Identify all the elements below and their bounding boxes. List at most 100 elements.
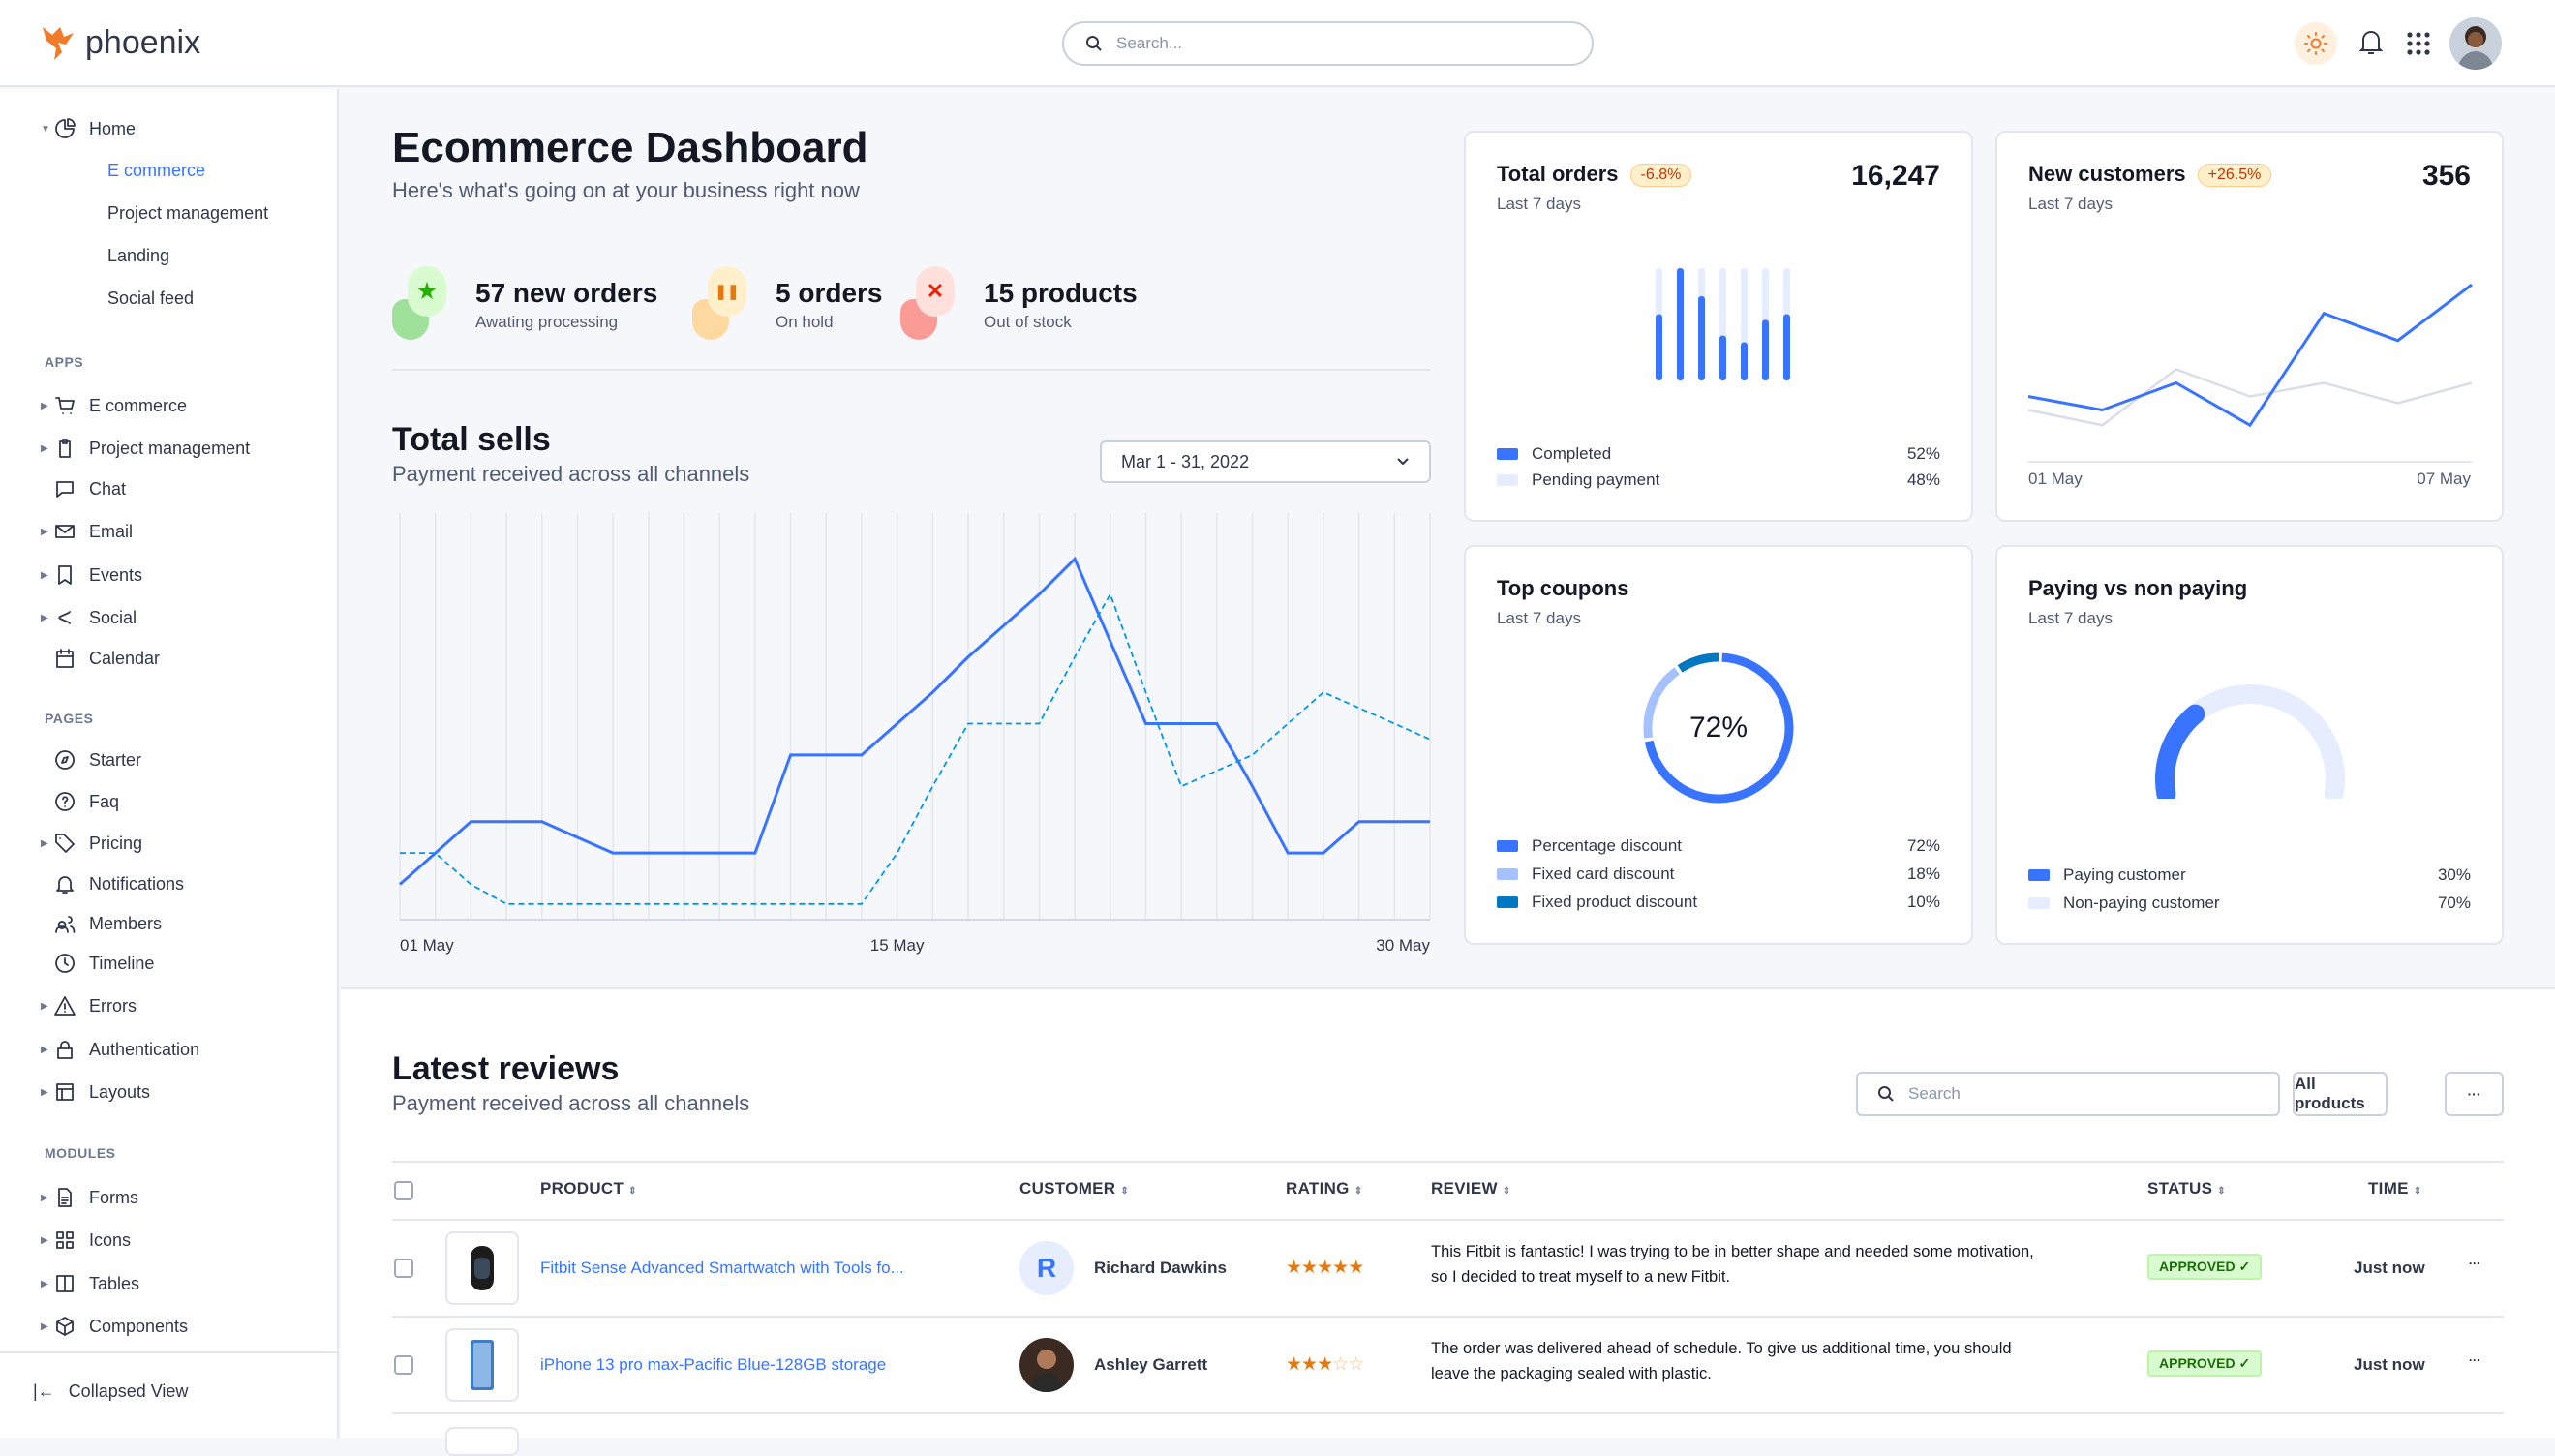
smartwatch-image[interactable] [445, 1231, 519, 1305]
sidebar-item-forms[interactable]: ▶ Forms [0, 1181, 329, 1214]
column-header-label: RATING [1286, 1179, 1350, 1198]
collapsed-view-button[interactable]: |← Collapsed View [33, 1381, 188, 1402]
customer-name[interactable]: Ashley Garrett [1094, 1355, 1208, 1374]
notifications-button[interactable] [2358, 29, 2384, 61]
apps-button[interactable] [2407, 32, 2430, 60]
date-range-value: Mar 1 - 31, 2022 [1121, 451, 1250, 471]
page-subtitle: Here's what's going on at your business … [392, 178, 860, 202]
sidebar-item-components[interactable]: ▶ Components [0, 1310, 329, 1343]
caret-right-icon: ▶ [41, 442, 48, 454]
users-icon [55, 916, 76, 933]
more-options-button[interactable]: ··· [2445, 1072, 2504, 1116]
star-filled-icon: ★ [1301, 1354, 1318, 1375]
row-checkbox[interactable] [394, 1259, 413, 1278]
sun-icon [2304, 32, 2327, 55]
sidebar-item-e-commerce[interactable]: ▶ E commerce [0, 389, 329, 422]
legend-item: Fixed product discount 10% [1497, 891, 1940, 914]
phone-image[interactable] [445, 1328, 519, 1402]
row-actions-button[interactable]: ··· [2469, 1353, 2480, 1367]
paying-gauge-chart [2155, 684, 2345, 799]
row-checkbox[interactable] [394, 1355, 413, 1375]
column-header-product[interactable]: PRODUCT ⇕ [540, 1179, 637, 1198]
stat-item: ★ 57 new orders Awating processing [392, 266, 657, 344]
all-products-button[interactable]: All products [2293, 1072, 2388, 1116]
total-orders-badge: -6.8% [1629, 164, 1692, 188]
sidebar-item-members[interactable]: Members [0, 907, 329, 940]
bar [1677, 268, 1684, 380]
sidebar-item-events[interactable]: ▶ Events [0, 559, 329, 592]
theme-toggle-button[interactable] [2295, 22, 2337, 65]
logo[interactable]: phoenix [39, 23, 200, 62]
product-link[interactable]: Fitbit Sense Advanced Smartwatch with To… [540, 1259, 904, 1277]
sidebar-item-timeline[interactable]: Timeline [0, 947, 329, 980]
sidebar-divider [0, 1351, 339, 1353]
tag-icon [55, 834, 75, 853]
legend-label: Paying customer [2063, 865, 2186, 884]
row-divider [392, 1316, 2504, 1318]
customer-name[interactable]: Richard Dawkins [1094, 1259, 1227, 1277]
sidebar-item-project-management[interactable]: ▶ Project management [0, 432, 329, 465]
top-navbar: phoenix Search... [0, 0, 2555, 87]
rating-stars: ★★★★★ [1286, 1257, 1364, 1279]
sidebar-subitem-social-feed[interactable]: Social feed [107, 288, 195, 308]
legend-swatch [1497, 896, 1518, 908]
select-all-checkbox[interactable] [394, 1181, 413, 1200]
global-search-input[interactable]: Search... [1062, 21, 1594, 66]
sidebar-item-pricing[interactable]: ▶ Pricing [0, 827, 329, 860]
legend-item: Non-paying customer 70% [2028, 892, 2471, 915]
sidebar-item-chat[interactable]: Chat [0, 472, 329, 505]
pause-icon: ❚❚ [708, 266, 746, 317]
sidebar-item-email[interactable]: ▶ Email [0, 515, 329, 548]
sort-icon: ⇕ [1502, 1186, 1511, 1197]
column-header-rating[interactable]: RATING ⇕ [1286, 1179, 1362, 1198]
reviews-subtitle: Payment received across all channels [392, 1091, 750, 1115]
column-header-status[interactable]: STATUS ⇕ [2147, 1179, 2226, 1198]
total-orders-bar-chart [1656, 268, 1790, 380]
sidebar-item-layouts[interactable]: ▶ Layouts [0, 1076, 329, 1108]
column-header-time[interactable]: TIME ⇕ [2368, 1179, 2422, 1198]
sidebar-item-authentication[interactable]: ▶ Authentication [0, 1033, 329, 1066]
legend-swatch [1497, 474, 1518, 486]
sidebar-item-social[interactable]: ▶ Social [0, 601, 329, 634]
legend-value: 18% [1906, 864, 1940, 883]
sidebar-item-tables[interactable]: ▶ Tables [0, 1267, 329, 1300]
bar [1741, 342, 1748, 380]
date-range-select[interactable]: Mar 1 - 31, 2022 [1100, 440, 1431, 483]
new-customers-title: New customers [2028, 162, 2186, 186]
sidebar-item-errors[interactable]: ▶ Errors [0, 989, 329, 1022]
sidebar-item-label: Project management [89, 438, 251, 458]
table-header-border [392, 1219, 2504, 1221]
column-header-review[interactable]: REVIEW ⇕ [1431, 1179, 1511, 1198]
x-tick-label: 01 May [400, 936, 454, 955]
sidebar-item-icons[interactable]: ▶ Icons [0, 1224, 329, 1257]
sidebar-section-apps: APPS [45, 354, 84, 370]
customer-avatar [1019, 1338, 1074, 1392]
sidebar-item-label: Events [89, 564, 143, 585]
reviews-search-input[interactable]: Search [1856, 1072, 2280, 1116]
sidebar-item-starter[interactable]: Starter [0, 743, 329, 776]
sidebar-item-label: Email [89, 521, 134, 541]
user-avatar[interactable] [2449, 17, 2502, 70]
sidebar-subitem-project-management[interactable]: Project management [107, 203, 269, 223]
sidebar-item-calendar[interactable]: Calendar [0, 642, 329, 675]
product-link[interactable]: iPhone 13 pro max-Pacific Blue-128GB sto… [540, 1355, 887, 1374]
legend-label: Pending payment [1532, 470, 1660, 489]
total-orders-value: 16,247 [1851, 160, 1940, 192]
customer-avatar: R [1019, 1241, 1074, 1295]
sidebar-item-notifications[interactable]: Notifications [0, 867, 329, 900]
caret-right-icon: ▶ [41, 1044, 48, 1055]
sidebar-item-home[interactable]: ▼ Home [0, 112, 329, 145]
legend-value: 52% [1906, 444, 1940, 463]
sidebar-item-label: Tables [89, 1273, 140, 1293]
paying-period: Last 7 days [2028, 609, 2113, 627]
row-actions-button[interactable]: ··· [2469, 1257, 2480, 1270]
caret-right-icon: ▶ [41, 1000, 48, 1012]
sidebar-subitem-landing[interactable]: Landing [107, 246, 170, 265]
cart-icon [55, 397, 75, 414]
collapsed-view-label: Collapsed View [68, 1381, 189, 1401]
sort-icon: ⇕ [2217, 1186, 2226, 1197]
avatar-initial: R [1036, 1253, 1057, 1283]
sidebar-subitem-e-commerce[interactable]: E commerce [107, 161, 206, 180]
column-header-customer[interactable]: CUSTOMER ⇕ [1019, 1179, 1129, 1198]
sidebar-item-faq[interactable]: Faq [0, 785, 329, 818]
